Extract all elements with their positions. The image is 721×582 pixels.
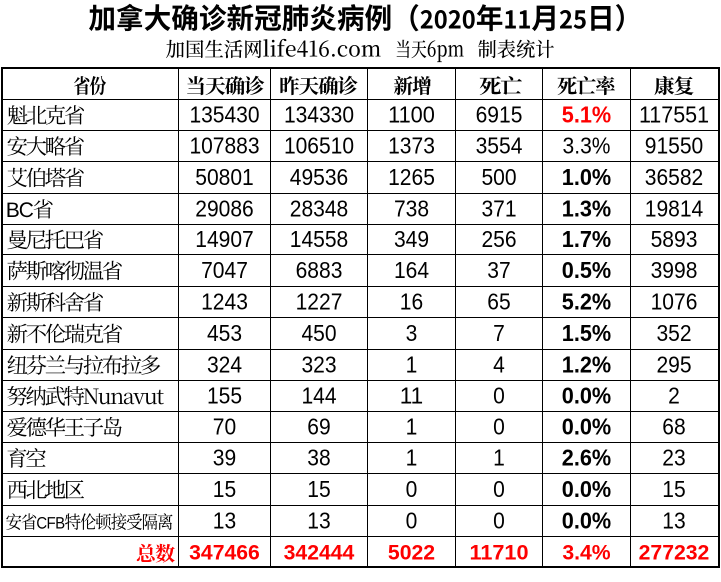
svg-text:2.6%: 2.6% [562, 445, 611, 471]
svg-text:323: 323 [301, 352, 336, 378]
svg-text:15: 15 [307, 476, 330, 502]
svg-text:69: 69 [307, 414, 330, 440]
svg-text:13: 13 [307, 508, 330, 534]
svg-text:68: 68 [662, 414, 685, 440]
svg-text:117551: 117551 [639, 102, 709, 128]
svg-text:0.5%: 0.5% [562, 257, 611, 283]
svg-text:1.2%: 1.2% [562, 352, 611, 378]
svg-text:295: 295 [656, 352, 691, 378]
svg-text:49536: 49536 [290, 164, 349, 190]
svg-text:50801: 50801 [195, 164, 254, 190]
svg-text:0: 0 [406, 508, 418, 534]
svg-text:39: 39 [213, 445, 236, 471]
svg-text:0.0%: 0.0% [562, 476, 611, 502]
svg-text:5.2%: 5.2% [562, 289, 611, 315]
svg-text:342444: 342444 [284, 541, 355, 564]
svg-text:1.0%: 1.0% [562, 164, 611, 190]
svg-text:29086: 29086 [195, 196, 254, 222]
svg-text:0.0%: 0.0% [562, 414, 611, 440]
svg-text:15: 15 [213, 476, 236, 502]
svg-text:65: 65 [487, 289, 510, 315]
svg-text:14907: 14907 [195, 226, 254, 252]
svg-text:0: 0 [406, 476, 418, 502]
svg-text:1: 1 [406, 414, 418, 440]
svg-text:135430: 135430 [189, 102, 259, 128]
svg-text:91550: 91550 [645, 133, 704, 159]
svg-text:14558: 14558 [290, 226, 349, 252]
svg-text:144: 144 [301, 383, 336, 409]
svg-text:349: 349 [394, 226, 429, 252]
svg-text:3: 3 [406, 320, 418, 346]
svg-text:0: 0 [493, 508, 505, 534]
svg-text:1100: 1100 [388, 102, 435, 128]
svg-text:16: 16 [400, 289, 423, 315]
svg-text:106510: 106510 [284, 133, 354, 159]
svg-text:0: 0 [493, 383, 505, 409]
svg-text:453: 453 [207, 320, 242, 346]
svg-text:1.7%: 1.7% [562, 226, 611, 252]
svg-text:36582: 36582 [645, 164, 704, 190]
svg-text:13: 13 [662, 508, 685, 534]
svg-text:28348: 28348 [290, 196, 349, 222]
svg-text:11: 11 [400, 383, 423, 409]
svg-text:277232: 277232 [639, 541, 710, 564]
svg-text:6915: 6915 [476, 102, 523, 128]
svg-text:738: 738 [394, 196, 429, 222]
svg-text:1: 1 [406, 445, 418, 471]
svg-text:347466: 347466 [189, 541, 260, 564]
svg-text:7047: 7047 [201, 257, 248, 283]
svg-text:0.0%: 0.0% [562, 508, 611, 534]
svg-text:70: 70 [213, 414, 236, 440]
svg-text:0.0%: 0.0% [562, 383, 611, 409]
svg-text:0: 0 [493, 476, 505, 502]
svg-text:2: 2 [668, 383, 680, 409]
svg-text:1.5%: 1.5% [562, 320, 611, 346]
svg-text:1265: 1265 [388, 164, 435, 190]
svg-text:134330: 134330 [284, 102, 354, 128]
svg-text:3998: 3998 [651, 257, 698, 283]
svg-text:3.3%: 3.3% [563, 133, 611, 159]
svg-text:352: 352 [656, 320, 691, 346]
svg-text:5893: 5893 [651, 226, 698, 252]
svg-text:38: 38 [307, 445, 330, 471]
svg-text:1373: 1373 [388, 133, 435, 159]
svg-text:450: 450 [301, 320, 336, 346]
svg-text:164: 164 [394, 257, 429, 283]
svg-text:23: 23 [662, 445, 685, 471]
svg-text:6883: 6883 [296, 257, 343, 283]
svg-text:19814: 19814 [645, 196, 704, 222]
svg-text:155: 155 [207, 383, 242, 409]
svg-text:3.4%: 3.4% [562, 541, 610, 564]
svg-text:0: 0 [493, 414, 505, 440]
svg-text:1227: 1227 [296, 289, 343, 315]
svg-text:5.1%: 5.1% [562, 102, 611, 128]
svg-text:1243: 1243 [201, 289, 248, 315]
svg-text:37: 37 [487, 257, 510, 283]
svg-text:1076: 1076 [651, 289, 698, 315]
svg-text:1.3%: 1.3% [562, 196, 611, 222]
svg-text:324: 324 [207, 352, 242, 378]
svg-text:1: 1 [493, 445, 505, 471]
svg-text:7: 7 [493, 320, 505, 346]
svg-text:3554: 3554 [476, 133, 523, 159]
svg-text:107883: 107883 [189, 133, 259, 159]
svg-text:4: 4 [493, 352, 505, 378]
svg-text:15: 15 [662, 476, 685, 502]
svg-text:5022: 5022 [388, 541, 435, 564]
svg-text:371: 371 [481, 196, 516, 222]
svg-text:500: 500 [481, 164, 516, 190]
svg-text:1: 1 [406, 352, 418, 378]
svg-text:13: 13 [213, 508, 236, 534]
svg-text:256: 256 [481, 226, 516, 252]
svg-text:11710: 11710 [470, 541, 529, 564]
